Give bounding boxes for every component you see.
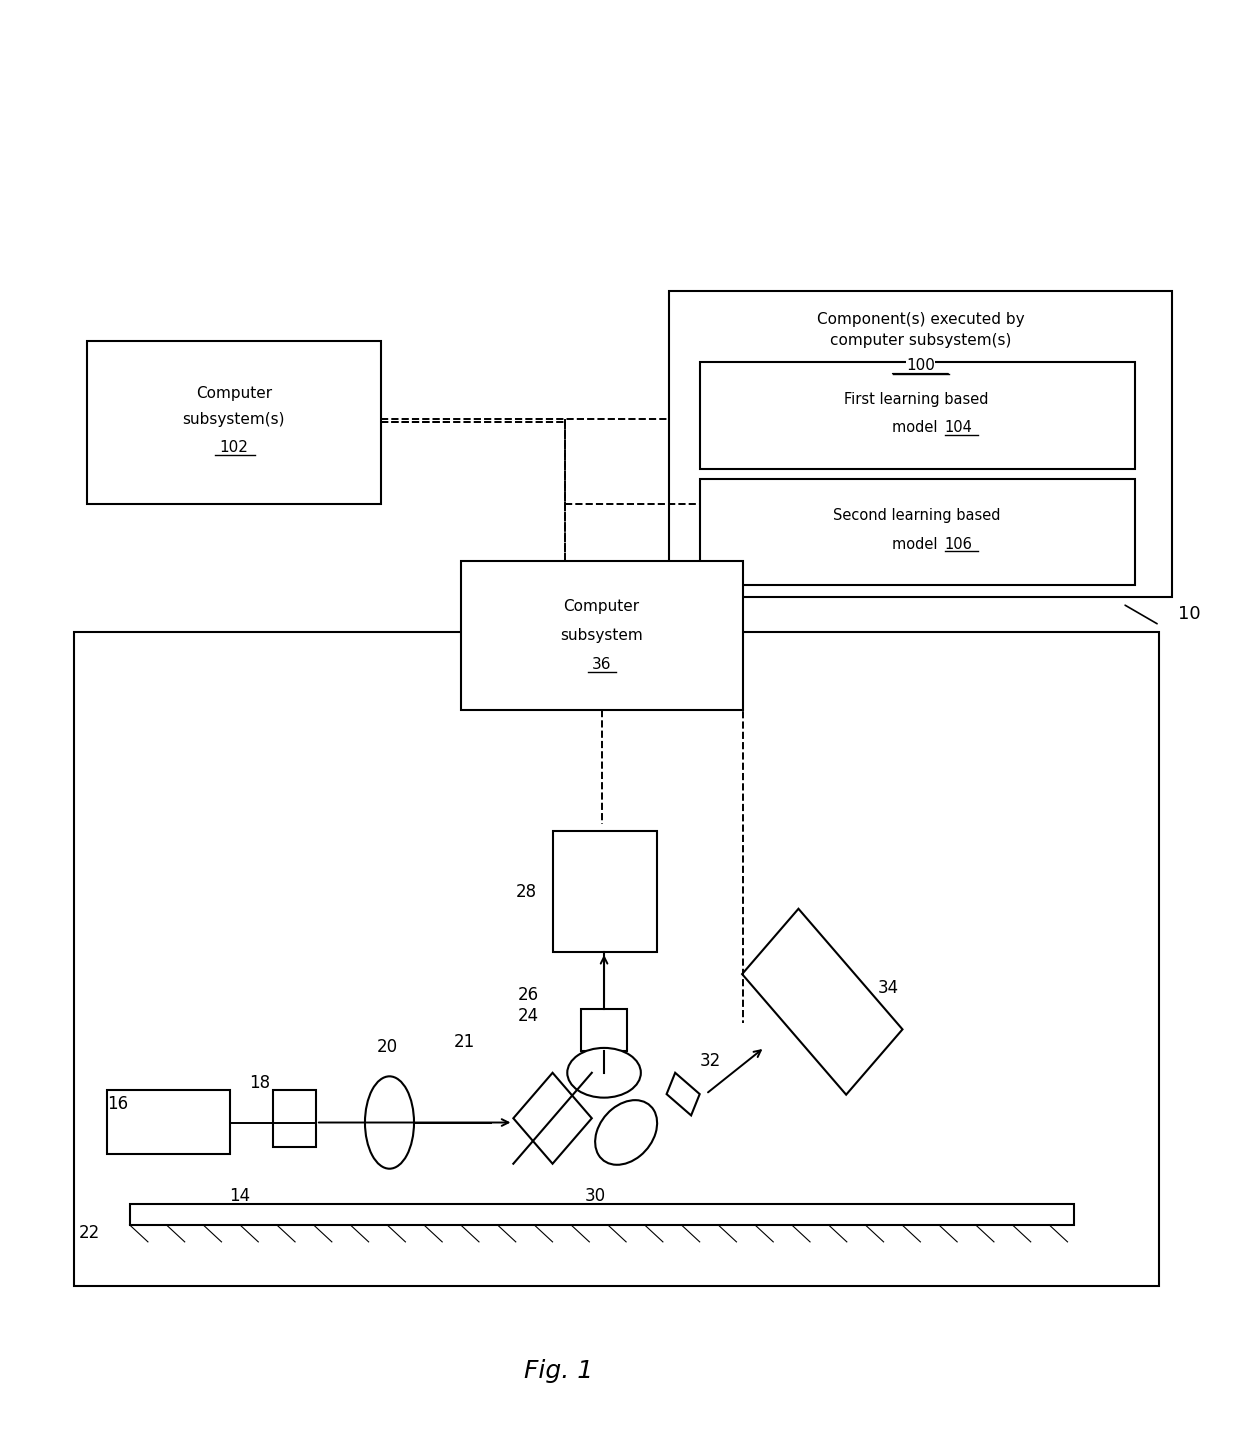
Text: subsystem: subsystem — [560, 627, 644, 643]
Text: 10: 10 — [1178, 604, 1200, 623]
Text: model: model — [892, 537, 942, 551]
Ellipse shape — [567, 1048, 641, 1098]
FancyBboxPatch shape — [670, 291, 1172, 597]
Text: Computer: Computer — [196, 386, 272, 400]
Text: 34: 34 — [878, 979, 899, 996]
FancyBboxPatch shape — [580, 1009, 627, 1052]
Text: Computer: Computer — [563, 600, 640, 614]
Text: 36: 36 — [591, 657, 611, 673]
Text: model: model — [892, 420, 942, 435]
Text: 18: 18 — [249, 1073, 270, 1092]
Text: computer subsystem(s): computer subsystem(s) — [830, 333, 1011, 349]
Text: Fig. 1: Fig. 1 — [525, 1359, 593, 1383]
Text: 28: 28 — [516, 884, 537, 901]
FancyBboxPatch shape — [460, 561, 743, 710]
Text: First learning based: First learning based — [844, 392, 990, 406]
Text: 106: 106 — [945, 537, 973, 551]
Text: 16: 16 — [108, 1095, 129, 1114]
Text: 14: 14 — [229, 1187, 250, 1205]
Text: 30: 30 — [585, 1187, 606, 1205]
Text: Component(s) executed by: Component(s) executed by — [817, 311, 1024, 327]
Text: 100: 100 — [906, 357, 935, 373]
FancyBboxPatch shape — [108, 1089, 231, 1154]
Text: 21: 21 — [454, 1033, 475, 1050]
Ellipse shape — [365, 1076, 414, 1168]
Text: Second learning based: Second learning based — [833, 508, 1001, 524]
Text: 32: 32 — [699, 1052, 720, 1071]
FancyBboxPatch shape — [699, 362, 1135, 469]
Text: 102: 102 — [219, 441, 248, 455]
FancyBboxPatch shape — [742, 908, 903, 1095]
Text: 22: 22 — [79, 1224, 100, 1243]
FancyBboxPatch shape — [273, 1089, 316, 1147]
FancyBboxPatch shape — [553, 831, 657, 951]
Text: 104: 104 — [945, 420, 973, 435]
FancyBboxPatch shape — [699, 479, 1135, 585]
Ellipse shape — [595, 1101, 657, 1165]
Text: 26: 26 — [518, 986, 539, 1003]
Text: 24: 24 — [518, 1007, 539, 1025]
Text: 20: 20 — [377, 1038, 398, 1056]
Text: subsystem(s): subsystem(s) — [182, 412, 285, 426]
FancyBboxPatch shape — [87, 342, 381, 504]
